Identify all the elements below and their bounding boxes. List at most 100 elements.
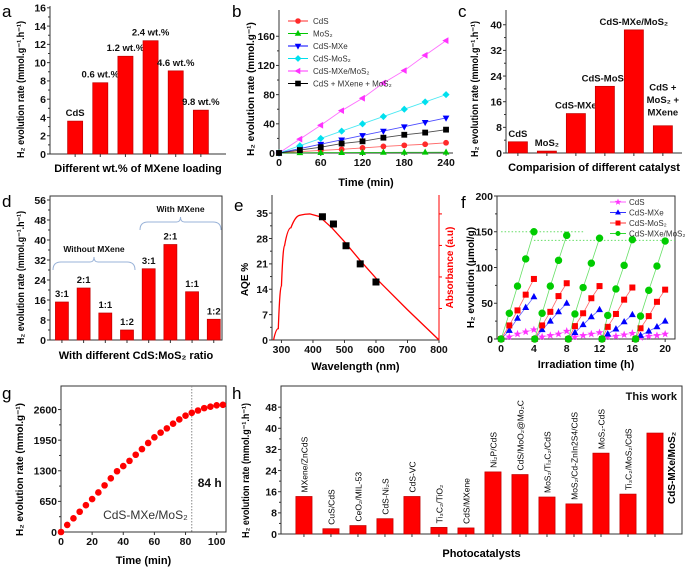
legend-marker (294, 29, 302, 36)
y-tick-label: 24 (265, 465, 277, 477)
legend-label: MoS₂ (313, 30, 333, 39)
plot-frame (60, 385, 227, 533)
x-tick-label: 800 (430, 344, 448, 356)
x-axis-label: With different CdS:MoS₂ ratio (59, 350, 214, 362)
y-tick-label: 24 (490, 71, 502, 83)
x-axis-label: Wavelength (nm) (311, 361, 400, 373)
panel-c: c 0 8 16 24 32 40 H₂ evolution rate (mmol.g⁻¹.h… (458, 2, 682, 174)
bar (536, 150, 557, 154)
legend-marker (295, 18, 301, 24)
y-tick-label: 14 (34, 21, 46, 33)
series (275, 37, 449, 157)
y-tick-label: 14 (256, 284, 268, 296)
bar-label-line: MoS₂ + (647, 95, 680, 106)
data-point (629, 284, 636, 291)
data-point (505, 326, 513, 333)
data-point (380, 128, 387, 135)
y-axis-label: H₂ evolution rate (mmol.g⁻¹.h⁻¹) (16, 21, 27, 158)
data-point (598, 335, 606, 343)
data-point (107, 475, 115, 482)
y-tick-label: 40 (34, 235, 46, 247)
y-tick-label: 10 (34, 57, 46, 69)
legend-marker (295, 80, 301, 87)
data-point (612, 325, 620, 332)
bar-label: CdS/MoO₂@Mo₂C (515, 400, 525, 471)
bar-label: MoS₂/Ti₃C₂/CdS (542, 431, 552, 493)
y-tick-label: 16 (34, 295, 46, 307)
y-tick-label: 0 (40, 335, 46, 347)
data-point (538, 332, 547, 341)
bar-label: 2:1 (164, 232, 178, 243)
data-point (359, 138, 366, 145)
data-point (636, 312, 645, 320)
data-point (620, 330, 629, 339)
bar (457, 527, 475, 535)
data-point (95, 489, 102, 496)
bar (430, 527, 448, 535)
data-point (546, 282, 555, 290)
y-axis-label: H₂ evolution rate (mmol.g⁻¹) (246, 22, 257, 156)
data-point (580, 310, 587, 317)
data-point (317, 134, 325, 142)
y-tick-label: 40 (490, 20, 502, 32)
data-point (562, 327, 571, 335)
data-point (588, 295, 595, 302)
data-point (514, 307, 521, 314)
y-tick-label: 7 (262, 309, 268, 321)
data-point (604, 311, 612, 320)
legend-marker (294, 43, 302, 50)
bar-label: MoS₂ (535, 138, 559, 149)
x-tick-label: 20 (659, 343, 671, 355)
bar (565, 503, 583, 535)
y-tick-label: 6 (40, 94, 46, 106)
data-point (358, 94, 365, 102)
data-point (513, 329, 522, 338)
bar (322, 528, 340, 535)
y-tick-label: 8 (271, 508, 277, 520)
y-tick-label: 24 (34, 275, 46, 287)
data-point (631, 335, 640, 343)
bar-label: CdS (508, 129, 527, 140)
panel-letter: a (2, 2, 12, 21)
bar (652, 125, 673, 154)
bar-label: 1:1 (98, 300, 112, 311)
data-point (505, 332, 514, 341)
bar (167, 70, 184, 155)
bar-label: MXene/ZnCdS (299, 436, 309, 492)
series (276, 126, 449, 156)
data-point (359, 133, 366, 140)
plot-frame (49, 195, 223, 341)
y-tick-label: 12 (34, 39, 46, 51)
data-point (595, 328, 604, 336)
data-point (579, 320, 587, 328)
data-point (317, 148, 325, 156)
panel-letter: d (2, 192, 11, 211)
y-tick-label: 80 (263, 89, 275, 101)
data-point (119, 462, 127, 470)
data-point (422, 141, 429, 148)
data-point (358, 120, 367, 128)
y-tick-label: 2600 (34, 404, 58, 416)
data-point (587, 329, 596, 338)
data-point (200, 404, 208, 412)
panel-letter: g (2, 384, 11, 403)
y-tick-label: 0 (40, 149, 46, 161)
this-work-annotation: This work (626, 391, 678, 403)
aqe-point (356, 260, 364, 268)
data-point (644, 332, 653, 340)
data-point (380, 134, 387, 141)
x-tick-label: 4 (531, 343, 537, 355)
data-point (620, 317, 628, 325)
bar-label: 2:1 (77, 275, 91, 286)
aqe-point (342, 242, 350, 250)
bar-label: 1:1 (185, 279, 199, 290)
data-point (219, 401, 227, 409)
bar-label: MoS₂-CdS (596, 409, 606, 449)
data-point (207, 403, 214, 411)
bar-label: 1:2 (207, 306, 221, 317)
this-work-label: CdS-MXe/MoS₂ (667, 432, 678, 504)
bar (592, 452, 610, 535)
panel-letter: c (458, 2, 467, 21)
y-tick-label: 0 (496, 148, 502, 160)
legend-label: CdS-MXe/MoS₂ (313, 67, 369, 76)
